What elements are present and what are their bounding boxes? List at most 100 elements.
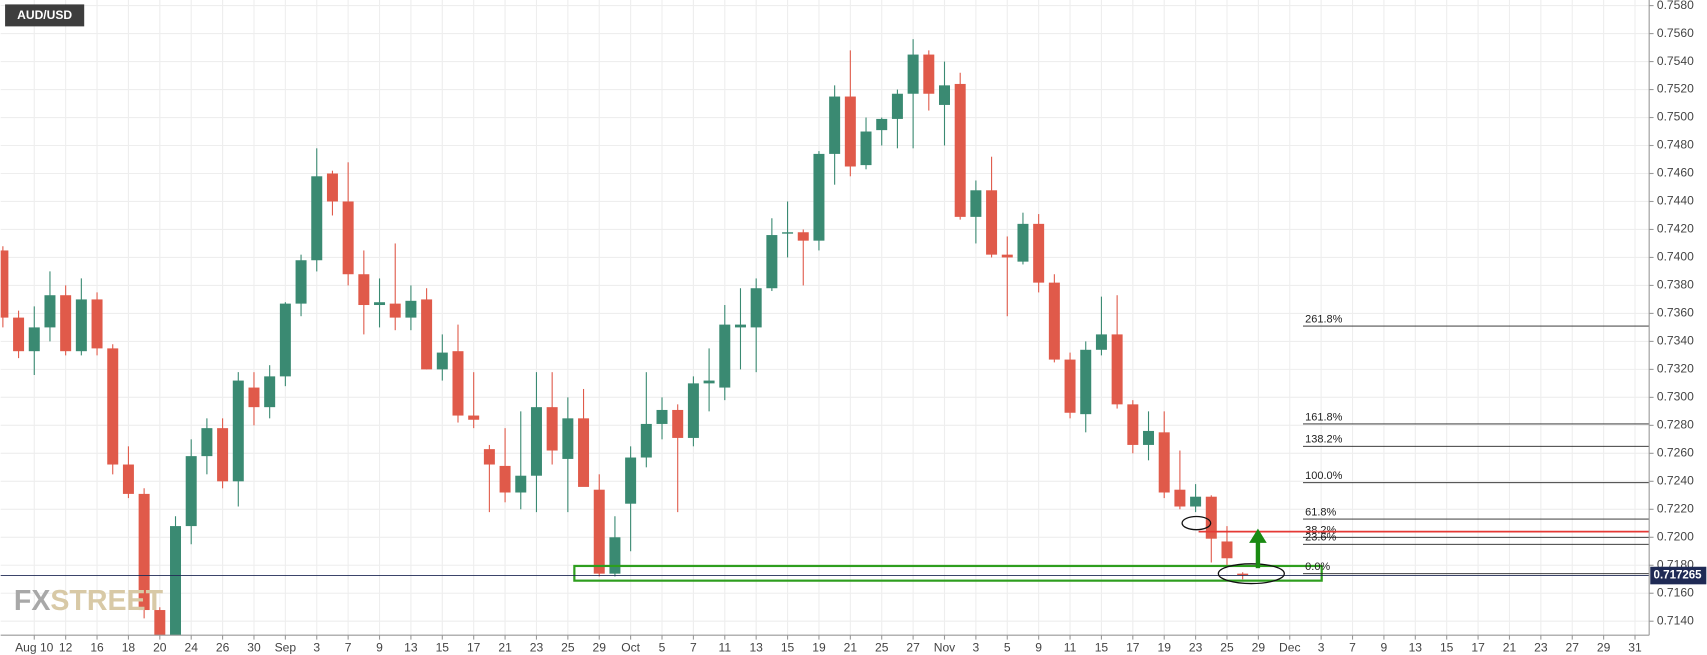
plot-area [0,39,1249,636]
x-tick-label: 7 [1349,641,1356,655]
fib-label: 0.0% [1305,561,1330,573]
candle-body [452,351,464,416]
candle-body [264,376,276,408]
candle-body [1033,223,1045,283]
y-tick-label: 0.7520 [1657,82,1694,96]
x-tick-label: 16 [90,641,104,655]
candle-body [656,409,668,424]
fib-label: 23.6% [1305,532,1336,544]
candle-body [1174,489,1186,507]
x-tick-label: Aug 10 [15,641,54,655]
candle-body [499,465,511,493]
y-tick-label: 0.7420 [1657,222,1694,236]
y-tick-label: 0.7240 [1657,473,1694,487]
x-tick-label: 21 [1503,641,1517,655]
x-tick-label: 15 [1440,641,1454,655]
x-tick-label: 15 [436,641,450,655]
candle-body [860,131,872,166]
x-tick-label: 15 [1095,641,1109,655]
x-tick-label: 11 [1064,641,1077,655]
x-tick-label: 7 [345,641,352,655]
x-tick-label: 21 [498,641,512,655]
candle-body [389,303,401,318]
candle-body [813,153,825,241]
x-tick-label: 26 [216,641,230,655]
grid [0,0,1650,636]
x-tick-label: 27 [906,641,920,655]
candle-body [1001,254,1013,258]
candle-body [44,295,56,328]
candle-body [405,300,417,318]
candle-body [1143,430,1155,445]
y-tick-label: 0.7260 [1657,446,1694,460]
x-tick-label: 11 [719,641,732,655]
x-tick-label: 3 [973,641,980,655]
x-tick-label: Sep [275,641,297,655]
candle-body [468,415,480,420]
candle-body [1190,496,1202,507]
x-tick-label: Dec [1279,641,1300,655]
x-tick-label: 27 [1566,641,1580,655]
title-box [5,4,85,27]
x-tick-label: 25 [561,641,575,655]
x-tick-label: 13 [404,641,418,655]
candle-body [578,418,590,487]
candle-body [766,235,778,289]
candle-body [907,54,919,94]
x-tick-label: 13 [749,641,763,655]
candle-body [154,610,166,636]
x-tick-label: 13 [1409,641,1423,655]
x-tick-label: 9 [376,641,383,655]
candle-body [970,190,982,217]
y-tick-label: 0.7440 [1657,194,1694,208]
candle-body [923,54,935,94]
candle-body [876,118,888,131]
highlight-ellipse [1181,515,1212,531]
candle-body [1237,573,1249,576]
fib-label: 161.8% [1305,411,1342,423]
candle-body [625,457,637,504]
x-tick-label: 29 [1597,641,1611,655]
x-tick-label: 18 [122,641,136,655]
x-tick-label: 24 [184,641,198,655]
x-tick-label: 5 [1004,641,1011,655]
y-tick-label: 0.7480 [1657,138,1694,152]
candle-body [1221,541,1233,559]
x-tick-label: 20 [153,641,167,655]
x-tick-label: Oct [621,641,640,655]
candle-body [232,380,244,482]
x-tick-label: 3 [313,641,320,655]
candle-body [986,190,998,255]
candle-body [687,383,699,438]
y-tick-label: 0.7300 [1657,390,1694,404]
candle-body [138,493,150,611]
candle-body [891,93,903,119]
x-tick-label: 7 [690,641,697,655]
x-tick-label: 23 [1189,641,1203,655]
candle-body [170,526,182,636]
last-price-tag [1650,566,1707,585]
y-tick-label: 0.7560 [1657,26,1694,40]
candle-body [122,464,134,494]
y-tick-label: 0.7220 [1657,501,1694,515]
candle-body [201,428,213,457]
candle-body [530,407,542,476]
x-tick-label: 12 [59,641,73,655]
candle-body [1080,349,1092,415]
watermark-part: STREET [50,585,163,617]
y-tick-label: 0.7160 [1657,585,1694,599]
candle-body [107,348,119,465]
candle-body [1064,359,1076,413]
candle-body [0,250,9,318]
y-tick-label: 0.7360 [1657,306,1694,320]
x-tick-label: 30 [247,641,261,655]
last-price-label: 0.717265 [1654,570,1703,582]
x-tick-label: 5 [659,641,666,655]
candle-body [421,299,433,370]
candle-body [954,83,966,217]
candle-body [1127,404,1139,445]
fib-label: 100.0% [1305,470,1342,482]
candle-body [750,288,762,328]
